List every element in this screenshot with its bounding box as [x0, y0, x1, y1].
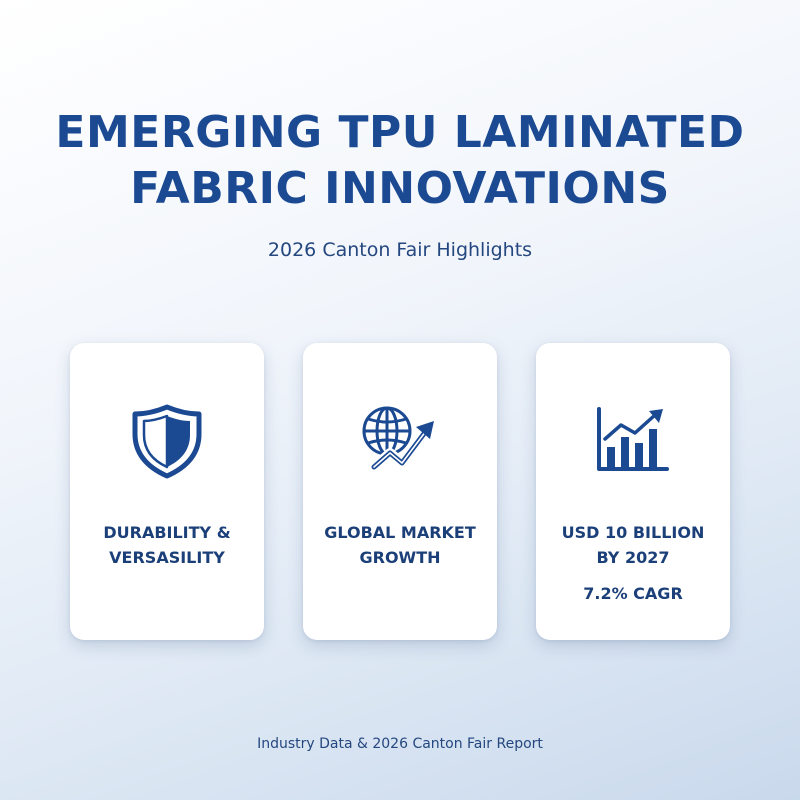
card-global-growth: GLOBAL MARKET GROWTH	[303, 343, 497, 640]
card-durability-label: DURABILITY & VERSASILITY	[80, 520, 254, 570]
page-title-line-2: FABRIC INNOVATIONS	[130, 163, 670, 214]
card-global-growth-label-line-1: GLOBAL MARKET	[324, 523, 476, 542]
card-global-growth-label: GLOBAL MARKET GROWTH	[313, 520, 487, 570]
footer-source: Industry Data & 2026 Canton Fair Report	[257, 736, 543, 752]
card-market-value-label-line-2: BY 2027	[596, 548, 670, 567]
card-market-value-label-line-1: USD 10 BILLION	[561, 523, 705, 542]
page-title: EMERGING TPU LAMINATED FABRIC INNOVATION…	[0, 105, 800, 217]
page-title-line-1: EMERGING TPU LAMINATED	[55, 107, 745, 158]
bar-chart-growth-icon	[597, 407, 669, 471]
card-market-value-cagr: 7.2% CAGR	[583, 584, 683, 603]
card-global-growth-label-line-2: GROWTH	[359, 548, 441, 567]
page-subtitle: 2026 Canton Fair Highlights	[267, 239, 533, 261]
card-durability: DURABILITY & VERSASILITY	[70, 343, 264, 640]
card-durability-label-line-2: VERSASILITY	[109, 548, 225, 567]
globe-growth-icon	[362, 406, 434, 472]
card-market-value: USD 10 BILLION BY 2027 7.2% CAGR	[536, 343, 730, 640]
card-market-value-label: USD 10 BILLION BY 2027	[546, 520, 720, 570]
card-durability-label-line-1: DURABILITY &	[103, 523, 231, 542]
shield-icon	[132, 404, 202, 479]
